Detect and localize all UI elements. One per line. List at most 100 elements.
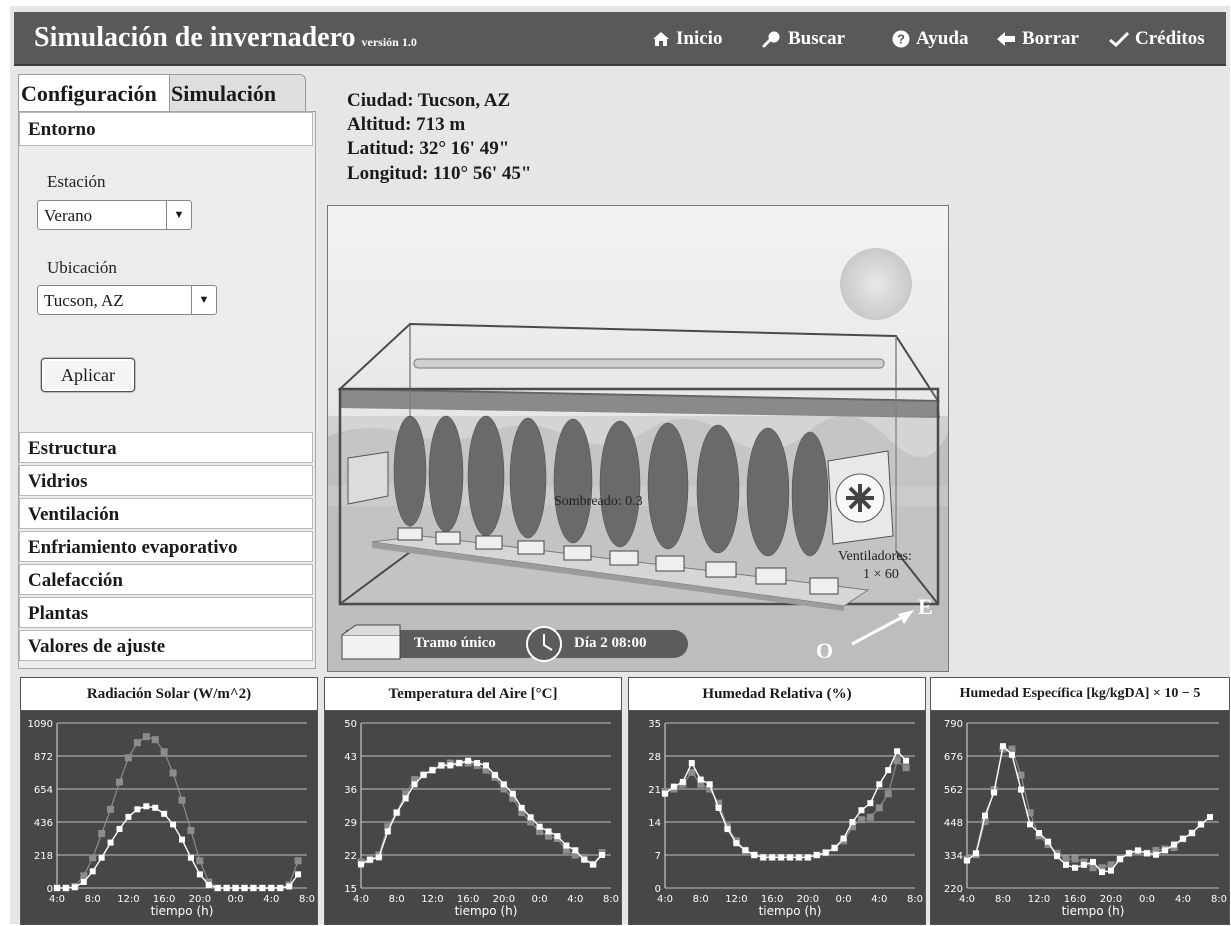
chart-title: Temperatura del Aire [°C] <box>325 678 621 711</box>
apply-button[interactable]: Aplicar <box>41 358 135 392</box>
section-vidrios[interactable]: Vidrios <box>19 465 313 496</box>
section-plantas[interactable]: Plantas <box>19 597 313 628</box>
chart-humedad-relativa: Humedad Relativa (%) 0 7 14 21 28 35 4:0 8:0 12:… <box>628 677 926 925</box>
data-point <box>1152 846 1160 854</box>
data-point <box>178 796 186 804</box>
estacion-label: Estación <box>47 172 106 191</box>
x-tick-label: 8:0 <box>693 894 709 905</box>
direction-arrow-icon <box>898 610 914 624</box>
data-point <box>973 850 979 857</box>
data-point <box>981 817 989 825</box>
data-point <box>214 885 221 891</box>
section-ventilacion[interactable]: Ventilación <box>19 498 313 529</box>
data-point <box>116 778 123 786</box>
x-tick-label: 0:0 <box>1139 894 1155 905</box>
data-point <box>1045 838 1051 845</box>
y-tick-label: 334 <box>944 851 963 862</box>
section-entorno[interactable]: Entorno <box>19 112 313 146</box>
nav-buscar-label: Buscar <box>788 28 845 49</box>
y-tick-label: 29 <box>344 818 357 829</box>
data-point <box>1009 751 1015 758</box>
top-bar: Simulación de invernadero versión 1.0 Ini… <box>14 12 1226 66</box>
x-tick-label: 16:0 <box>457 894 479 905</box>
data-point <box>500 785 508 793</box>
x-tick-label: 12:0 <box>117 894 139 905</box>
x-tick-label: 4:0 <box>567 894 583 905</box>
x-tick-label: 20:0 <box>1100 894 1122 905</box>
plot-background <box>629 711 925 924</box>
x-axis-label: tiempo (h) <box>759 904 822 918</box>
x-tick-label: 12:0 <box>725 894 747 905</box>
data-point <box>429 767 436 774</box>
y-tick-label: 872 <box>34 752 53 763</box>
data-point <box>402 795 409 802</box>
x-tick-label: 12:0 <box>421 894 443 905</box>
tab-simulacion[interactable]: Simulación <box>164 74 306 111</box>
data-point <box>554 833 561 840</box>
data-point <box>133 739 141 747</box>
tab-configuracion[interactable]: Configuración <box>18 74 170 111</box>
data-point <box>876 781 883 788</box>
data-point <box>1144 850 1150 857</box>
nav-buscar[interactable]: Buscar <box>762 27 845 51</box>
y-tick-label: 676 <box>944 752 963 763</box>
data-point <box>1054 853 1060 860</box>
chart-title: Humedad Específica [kg/kgDA] × 10 − 5 <box>931 678 1229 711</box>
data-point <box>89 854 97 862</box>
data-point <box>590 861 597 868</box>
x-tick-label: 8:0 <box>85 894 101 905</box>
y-tick-label: 35 <box>648 719 661 730</box>
chevron-down-icon: ▼ <box>191 286 216 314</box>
data-point <box>196 871 203 878</box>
x-tick-label: 0:0 <box>532 894 548 905</box>
x-tick-label: 0:0 <box>836 894 852 905</box>
ubicacion-select[interactable]: Tucson, AZ ▼ <box>37 285 217 315</box>
estacion-select[interactable]: Verano ▼ <box>37 200 192 230</box>
data-point <box>277 885 284 891</box>
section-valores-ajuste[interactable]: Valores de ajuste <box>19 630 313 661</box>
data-point <box>562 846 570 854</box>
chart-plot-humedad-relativa: 0 7 14 21 28 35 4:0 8:0 12:0 16:0 20:0 0:0 4:0 8:0 tie… <box>629 711 925 924</box>
x-tick-label: 20:0 <box>493 894 515 905</box>
data-point <box>536 827 544 835</box>
data-point <box>80 872 88 880</box>
data-point <box>849 819 856 825</box>
data-point <box>196 857 204 865</box>
section-calefaccion[interactable]: Calefacción <box>19 564 313 595</box>
data-point <box>465 757 472 764</box>
greenhouse-icon <box>341 634 401 660</box>
data-point <box>581 856 588 863</box>
nav-inicio[interactable]: Inicio <box>652 27 722 51</box>
data-point <box>893 757 901 765</box>
data-point <box>1135 847 1141 854</box>
data-point <box>179 836 185 843</box>
x-tick-label: 8:0 <box>1211 894 1227 905</box>
nav-inicio-label: Inicio <box>676 28 723 49</box>
data-point <box>1026 809 1034 817</box>
data-point <box>491 771 498 778</box>
data-point <box>62 885 69 891</box>
data-point <box>867 800 874 807</box>
x-tick-label: 4:0 <box>1175 894 1191 905</box>
section-enfriamiento[interactable]: Enfriamiento evaporativo <box>19 531 313 562</box>
x-tick-label: 4:0 <box>871 894 887 905</box>
data-point <box>875 804 883 812</box>
x-tick-label: 20:0 <box>189 894 211 905</box>
y-tick-label: 1090 <box>28 719 53 730</box>
data-point <box>760 854 767 861</box>
data-point <box>688 760 695 767</box>
data-point <box>849 823 856 831</box>
data-point <box>420 771 427 778</box>
nav-ayuda[interactable]: ? Ayuda <box>892 27 968 51</box>
plot-background <box>931 711 1229 924</box>
data-point <box>500 781 507 788</box>
info-latitud: Latitud: 32° 16' 49" <box>347 138 510 159</box>
y-tick-label: 436 <box>34 818 53 829</box>
shading-label: Sombreado: 0.3 <box>554 494 643 509</box>
data-point <box>545 832 552 840</box>
nav-borrar[interactable]: Borrar <box>996 27 1079 51</box>
nav-creditos[interactable]: Créditos <box>1109 27 1205 51</box>
data-point <box>1036 830 1042 836</box>
series-line <box>966 744 1211 873</box>
section-estructura[interactable]: Estructura <box>19 432 313 463</box>
